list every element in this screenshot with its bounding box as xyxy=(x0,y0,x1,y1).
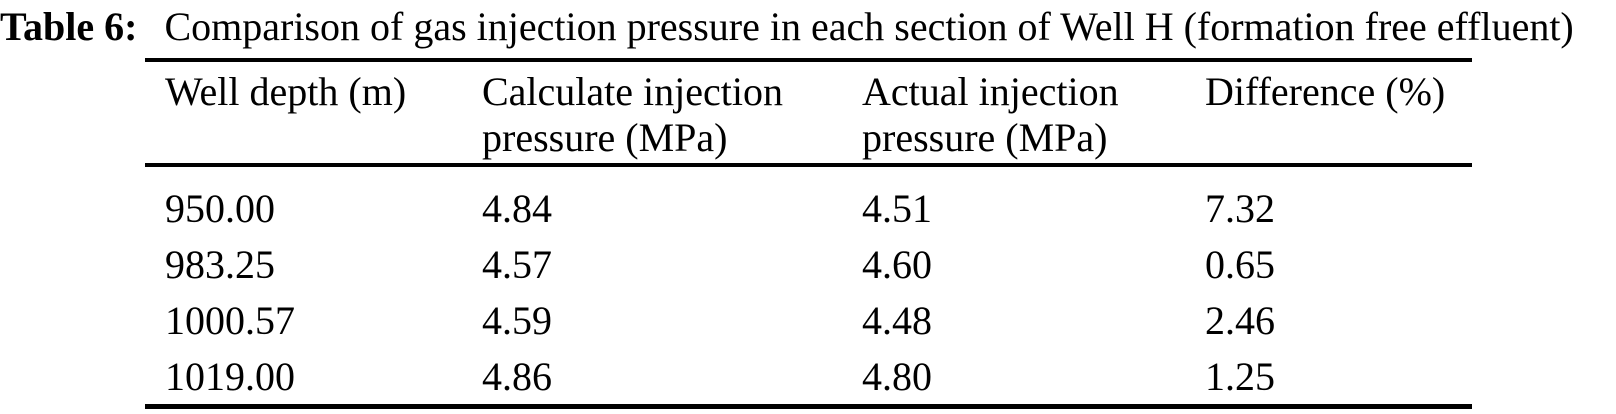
table-cell-well-depth: 950.00 xyxy=(165,186,275,232)
table-cell-calculated-pressure: 4.84 xyxy=(482,186,552,232)
table-cell-difference: 2.46 xyxy=(1205,297,1275,343)
table-cell-well-depth: 1000.57 xyxy=(165,297,295,343)
table-cell-calculated-pressure: 4.59 xyxy=(482,297,552,343)
table-cell-actual-pressure: 4.80 xyxy=(862,353,932,399)
table-cell-well-depth: 1019.00 xyxy=(165,353,295,399)
table-cell-difference: 0.65 xyxy=(1205,242,1275,288)
table-caption: Table 6: Comparison of gas injection pre… xyxy=(0,0,1574,52)
col-header-difference: Difference (%) xyxy=(1205,69,1446,114)
table-cell-calculated-pressure: 4.57 xyxy=(482,242,552,288)
table-caption-text: Comparison of gas injection pressure in … xyxy=(164,3,1574,49)
col-header-well-depth: Well depth (m) xyxy=(165,69,407,114)
table-cell-difference: 1.25 xyxy=(1205,353,1275,399)
table-header-rule xyxy=(145,163,1472,167)
table-bottom-rule xyxy=(145,404,1472,409)
table-caption-label: Table 6: xyxy=(0,3,138,49)
table-cell-actual-pressure: 4.60 xyxy=(862,242,932,288)
col-header-calculated-injection-pressure: Calculate injection pressure (MPa) xyxy=(482,69,783,160)
table-body: 950.00 4.84 4.51 7.32 983.25 4.57 4.60 0… xyxy=(165,181,1472,404)
table-cell-calculated-pressure: 4.86 xyxy=(482,353,552,399)
table-cell-well-depth: 983.25 xyxy=(165,242,275,288)
table-top-rule xyxy=(145,58,1472,62)
table-cell-actual-pressure: 4.48 xyxy=(862,297,932,343)
table-cell-difference: 7.32 xyxy=(1205,186,1275,232)
col-header-actual-injection-pressure: Actual injection pressure (MPa) xyxy=(862,69,1119,160)
table-header-row: Well depth (m) Calculate injection press… xyxy=(165,69,1472,161)
table-cell-actual-pressure: 4.51 xyxy=(862,186,932,232)
